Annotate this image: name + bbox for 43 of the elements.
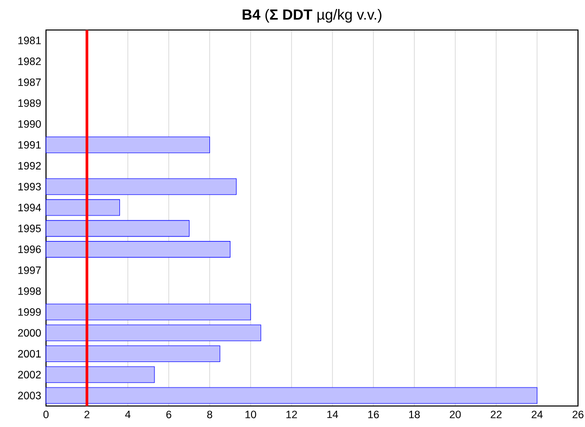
x-tick-label: 18 (409, 410, 420, 418)
bar (46, 136, 210, 154)
y-tick-label: 1987 (18, 78, 41, 86)
y-tick-label: 2001 (18, 350, 41, 358)
bar (46, 324, 262, 342)
bar (46, 178, 237, 195)
x-tick-label: 6 (166, 410, 172, 418)
y-tick-label: 1991 (18, 141, 41, 149)
bar (46, 366, 155, 383)
x-tick-label: 4 (125, 410, 131, 418)
y-tick-label: 1993 (18, 182, 41, 190)
x-tick-label: 20 (450, 410, 461, 418)
y-tick-label: 2000 (18, 329, 41, 337)
y-tick-label: 1992 (18, 162, 41, 170)
x-tick-label: 12 (286, 410, 297, 418)
x-tick-label: 24 (532, 410, 543, 418)
y-tick-label: 1981 (18, 36, 41, 44)
y-tick-label: 2002 (18, 370, 41, 378)
x-tick-label: 22 (490, 410, 502, 418)
bar (46, 387, 538, 404)
x-tick-label: 8 (207, 410, 212, 418)
y-tick-label: 1989 (18, 99, 41, 107)
x-tick-label: 26 (572, 410, 584, 418)
x-tick-label: 14 (327, 410, 338, 418)
bar (46, 304, 251, 320)
y-tick-label: 1982 (18, 58, 41, 66)
y-tick-label: 1999 (18, 308, 41, 316)
bar (46, 345, 220, 362)
y-tick-label: 1996 (18, 246, 41, 254)
chart-title: B4 (Σ DDT µg/kg v.v.) (242, 8, 382, 23)
bar (46, 220, 190, 237)
bar (46, 199, 120, 216)
x-tick-label: 0 (43, 410, 49, 418)
x-tick-label: 16 (368, 410, 379, 418)
y-tick-label: 1990 (18, 120, 41, 128)
x-tick-label: 2 (84, 410, 90, 418)
y-tick-label: 1995 (18, 224, 41, 232)
y-tick-label: 1994 (18, 204, 41, 212)
x-tick-label: 10 (246, 410, 256, 418)
y-tick-label: 1997 (18, 266, 41, 274)
y-tick-label: 2003 (18, 392, 41, 400)
bar (46, 241, 230, 258)
y-tick-label: 1998 (18, 287, 41, 295)
